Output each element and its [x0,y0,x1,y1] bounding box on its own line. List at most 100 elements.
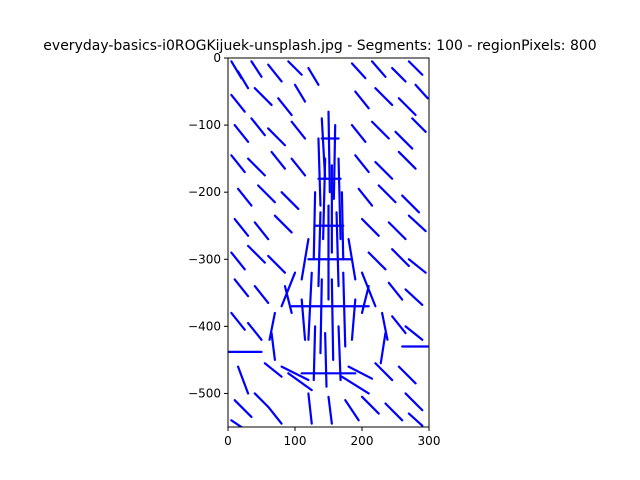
background-stroke [391,248,410,268]
background-stroke [394,130,414,150]
background-stroke [354,154,370,174]
background-stroke [267,63,283,83]
background-stroke [370,60,387,78]
object-stroke [327,110,331,194]
background-stroke [233,217,250,237]
object-stroke [381,311,389,341]
object-stroke [287,372,313,392]
background-stroke [357,187,374,207]
background-stroke [230,311,246,331]
background-stroke [374,362,394,382]
x-axis: 0 100 200 300 [224,427,440,448]
object-stroke [332,123,337,200]
object-stroke [283,285,293,315]
background-stroke [407,412,424,427]
y-tick-label: −300 [188,252,221,266]
background-stroke [230,419,243,427]
background-stroke [247,321,263,341]
background-stroke [350,123,367,143]
object-stroke [268,311,276,341]
background-stroke [293,83,307,103]
background-stroke [290,157,307,177]
background-stroke [391,315,407,335]
object-stroke [280,271,297,308]
x-tick-label: 0 [224,434,232,448]
background-stroke [377,184,397,204]
background-stroke [397,97,417,117]
object-stroke [337,325,342,382]
background-stroke [411,117,427,133]
background-stroke [397,150,417,170]
background-stroke [253,285,270,304]
object-stroke [300,238,310,281]
y-tick-label: −200 [188,185,221,199]
background-stroke [344,399,360,422]
background-stroke [387,281,404,301]
background-stroke [414,83,429,100]
object-stroke [379,331,387,365]
background-stroke [247,244,266,264]
object-stroke [337,157,342,241]
object-stroke [312,325,317,382]
chart-title: everyday-basics-i0ROGKijuek-unsplash.jpg… [43,38,596,54]
background-stroke [230,154,246,174]
object-stroke [324,331,328,388]
y-tick-label: 0 [213,51,221,65]
background-stroke [267,405,283,425]
background-stroke [253,392,270,408]
background-stroke [360,217,380,237]
object-stroke [319,278,323,355]
background-stroke [287,60,303,76]
background-stroke [267,127,287,147]
background-stroke [230,93,246,113]
background-stroke [370,120,390,140]
object-stroke [342,271,347,348]
object-stroke [330,278,335,362]
object-stroke [317,211,322,288]
background-stroke [407,214,427,233]
background-stroke [236,365,250,395]
background-stroke [404,392,424,412]
background-stroke [247,157,266,177]
object-stroke [280,365,310,382]
background-stroke [290,120,307,140]
background-stroke [374,87,394,107]
background-stroke [236,70,250,90]
background-stroke [263,362,283,378]
background-stroke [384,402,404,422]
background-stroke [277,97,293,117]
x-tick-label: 100 [284,434,307,448]
background-stroke [350,62,367,80]
y-tick-label: −100 [188,118,221,132]
object-stroke [335,211,340,288]
background-stroke [327,395,333,425]
background-stroke [404,325,424,341]
background-stroke [280,191,300,211]
background-stroke [267,254,287,274]
background-stroke [230,251,246,271]
background-stroke [250,117,266,137]
background-stroke [354,90,370,110]
background-stroke [253,87,273,107]
background-stroke [404,288,424,306]
background-stroke [360,395,380,415]
object-stroke [270,331,276,362]
background-stroke [270,150,287,170]
background-stroke [307,66,320,86]
x-tick-label: 200 [351,434,374,448]
y-axis: 0 −100 −200 −300 −400 −500 [188,51,228,400]
background-stroke [407,258,427,274]
background-stroke [397,365,417,385]
background-stroke [257,184,276,204]
background-stroke [387,221,407,241]
y-tick-label: −500 [188,386,221,400]
background-stroke [367,251,387,271]
background-stroke [401,194,421,214]
background-stroke [236,187,253,207]
background-stroke [407,60,424,76]
object-stroke [347,365,374,380]
background-stroke [391,66,407,83]
background-stroke [374,160,394,180]
background-stroke [253,221,270,241]
